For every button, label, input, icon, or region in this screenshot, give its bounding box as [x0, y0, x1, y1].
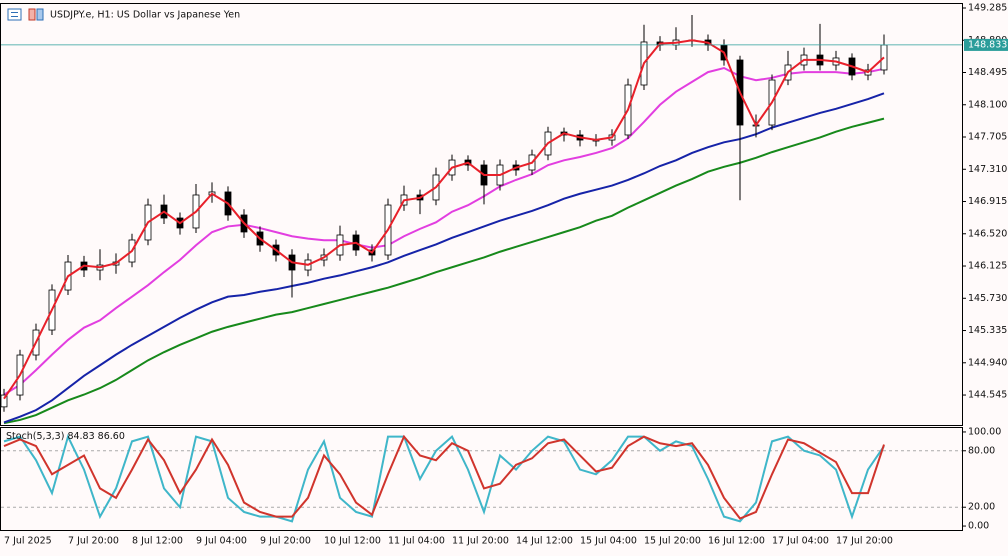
- y-tick-label: 147.310: [968, 164, 1007, 175]
- y-tick-label: 146.915: [968, 196, 1007, 207]
- indicator-value: 84.83: [67, 431, 94, 442]
- y-tick-label: 149.285: [968, 3, 1007, 14]
- x-tick-label: 17 Jul 20:00: [836, 536, 893, 547]
- icon: [36, 8, 44, 21]
- indicator-title: Stoch(5,3,3): [6, 431, 64, 442]
- x-tick-label: 17 Jul 04:00: [772, 536, 829, 547]
- y-tick-label: 146.520: [968, 228, 1007, 239]
- x-tick-label: 7 Jul 2025: [4, 536, 52, 547]
- x-tick-label: 10 Jul 12:00: [324, 536, 381, 547]
- icon: [28, 8, 36, 21]
- stoch-line: [3, 433, 885, 523]
- y-tick-label: 145.730: [968, 293, 1007, 304]
- x-tick-label: 8 Jul 12:00: [132, 536, 183, 547]
- price-label-box: [964, 38, 1008, 51]
- stoch-line: [3, 434, 885, 520]
- x-tick-label: 15 Jul 04:00: [580, 536, 637, 547]
- x-tick-label: 9 Jul 20:00: [260, 536, 311, 547]
- y-tick-label: 20.00: [968, 502, 995, 513]
- x-tick-label: 15 Jul 20:00: [644, 536, 701, 547]
- moving-average: [3, 39, 885, 400]
- x-tick-label: 16 Jul 12:00: [708, 536, 765, 547]
- main-panel-frame: [0, 3, 963, 426]
- y-tick-label: 147.705: [968, 132, 1007, 143]
- moving-average: [3, 92, 885, 424]
- y-tick-label: 148.495: [968, 67, 1007, 78]
- y-tick-label: 144.940: [968, 357, 1007, 368]
- x-tick-label: 7 Jul 20:00: [68, 536, 119, 547]
- x-tick-label: 11 Jul 04:00: [388, 536, 445, 547]
- moving-average: [3, 117, 885, 425]
- candle-body: [0, 394, 8, 408]
- y-tick-label: 146.125: [968, 261, 1007, 272]
- indicator-header: Stoch(5,3,3) 84.83 86.60: [6, 431, 125, 442]
- y-tick-label: 145.335: [968, 325, 1007, 336]
- y-tick-label: 80.00: [968, 445, 995, 456]
- x-tick-label: 14 Jul 12:00: [516, 536, 573, 547]
- indicator-value: 86.60: [98, 431, 125, 442]
- x-tick-label: 11 Jul 20:00: [452, 536, 509, 547]
- chart-title: USDJPY.e, H1: US Dollar vs Japanese Yen: [50, 10, 240, 21]
- y-tick-label: 144.545: [968, 390, 1007, 401]
- y-tick-label: 0.00: [968, 521, 989, 532]
- price-label: 148.833: [968, 39, 1007, 50]
- header-icons: [7, 8, 44, 21]
- icon: [7, 8, 22, 21]
- y-tick-label: 100.00: [968, 426, 1001, 437]
- y-tick-label: 148.100: [968, 99, 1007, 110]
- plot-area: [0, 7, 966, 527]
- x-tick-label: 9 Jul 04:00: [196, 536, 247, 547]
- stoch-panel-frame: [0, 427, 963, 531]
